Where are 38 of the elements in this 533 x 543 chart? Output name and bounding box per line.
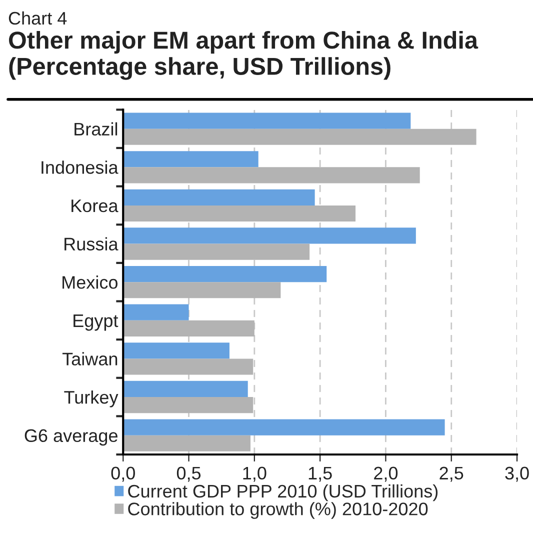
bar (123, 380, 248, 398)
x-tick-label: 0,5 (176, 466, 201, 482)
bar (123, 342, 230, 359)
x-tick-label: 2,5 (440, 466, 464, 482)
legend-label: Current GDP PPP 2010 (USD Trillions) (128, 484, 438, 502)
bar (123, 128, 476, 145)
bar (123, 320, 254, 336)
y-tick-label: Mexico (62, 276, 118, 289)
y-tick-label: Taiwan (62, 352, 118, 366)
bar (123, 228, 416, 244)
bar (123, 151, 258, 168)
bar (123, 397, 254, 414)
legend-label: Contribution to growth (%) 2010-2020 (128, 502, 428, 519)
x-tick-label: 3,0 (505, 466, 529, 482)
bar (123, 435, 250, 452)
y-tick-label: Russia (64, 237, 118, 250)
bar (123, 244, 310, 260)
bar (123, 189, 315, 206)
x-tick-label: 2,0 (374, 466, 398, 482)
y-tick-label: Indonesia (42, 160, 118, 174)
y-tick-label: G6 average (24, 429, 118, 446)
x-tick-label: 1,5 (308, 466, 332, 482)
bar (123, 419, 445, 436)
bar (123, 167, 420, 184)
y-tick-label: Turkey (64, 390, 118, 408)
x-tick-label: 0,0 (111, 466, 135, 482)
chart-title: Other major EM apart from China & India (Percentage share, USD Trillions) (8, 30, 478, 80)
bar (123, 304, 189, 320)
bar (123, 205, 356, 222)
y-tick-label: Egypt (74, 314, 118, 331)
bar (123, 112, 411, 129)
x-tick-label: 1,0 (243, 466, 266, 482)
bar (123, 282, 281, 298)
bar (123, 266, 327, 282)
bar (123, 358, 254, 375)
caption: Chart 4 (8, 11, 67, 25)
y-tick-label: Korea (72, 200, 118, 212)
y-tick-label: Brazil (74, 122, 118, 136)
